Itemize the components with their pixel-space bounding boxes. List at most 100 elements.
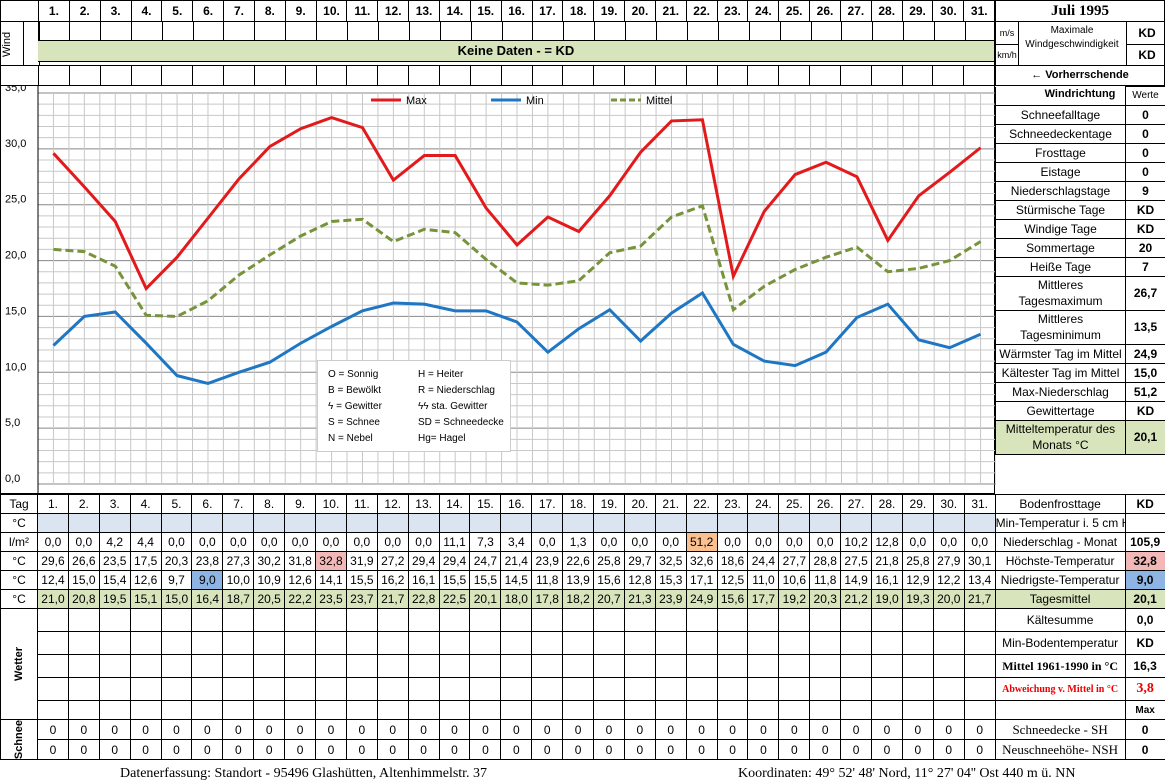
data-cell: 25,8: [593, 551, 625, 571]
snow-cell: 0: [469, 739, 502, 761]
stat-label: Gewittertage: [995, 400, 1126, 421]
data-cell: 12,6: [129, 570, 162, 590]
stat-value: KD: [1125, 199, 1165, 220]
stat-value: KD: [1125, 218, 1165, 239]
day-header: 14.: [438, 1, 470, 21]
bodenfrost-label: Bodenfrosttage: [994, 494, 1126, 514]
data-cell: 0,0: [284, 532, 317, 552]
snow-cell: 0: [747, 739, 780, 761]
day-header: 4.: [130, 1, 162, 21]
snow-cell: 0: [932, 739, 965, 761]
data-cell: 31,8: [284, 551, 317, 571]
weather-legend-item: B = Bewölkt: [328, 385, 382, 396]
data-cell: 14,5: [500, 570, 533, 590]
data-cell: 23,7: [345, 589, 378, 609]
snow-cell: 0: [840, 718, 873, 741]
weather-legend-item: SD = Schneedecke: [417, 417, 504, 428]
data-cell: 0,0: [747, 532, 780, 552]
data-cell: 23,9: [531, 551, 564, 571]
data-cell: 26,6: [67, 551, 100, 571]
day-header: 9.: [284, 1, 316, 21]
data-cell: 29,6: [37, 551, 69, 571]
snow-cell: 0: [345, 718, 378, 741]
stat-value: 0: [1125, 142, 1165, 163]
data-cell: [98, 513, 131, 533]
snow-cell: 0: [809, 718, 842, 741]
data-cell: 17,1: [685, 570, 718, 590]
data-cell: [376, 513, 409, 533]
data-cell: 20,5: [253, 589, 286, 609]
snow-cell: 0: [67, 718, 100, 741]
series-line-mittel: [53, 203, 982, 318]
day-header: 17.: [531, 1, 563, 21]
data-cell: [315, 513, 347, 533]
day-header: 11.: [345, 494, 378, 514]
data-cell: 16,1: [871, 570, 903, 590]
data-cell: 17,7: [747, 589, 780, 609]
data-cell: 15,5: [345, 570, 378, 590]
day-header: 21.: [654, 494, 687, 514]
data-cell: [593, 513, 625, 533]
day-header: 18.: [562, 1, 593, 21]
stat-label: Max-Niederschlag: [995, 381, 1126, 402]
wetter-side-value: 0,0: [1124, 608, 1165, 632]
data-cell: 15,0: [67, 570, 100, 590]
data-cell: [871, 513, 903, 533]
stat-label: Schneedeckentage: [995, 123, 1126, 144]
data-cell: 21,7: [376, 589, 409, 609]
data-cell: 10,2: [840, 532, 873, 552]
data-cell: [469, 513, 502, 533]
data-cell: 30,2: [253, 551, 286, 571]
data-cell: 9,0: [191, 570, 224, 590]
data-cell: 19,5: [98, 589, 131, 609]
data-cell: 12,8: [871, 532, 903, 552]
data-cell: [809, 513, 842, 533]
data-cell: 15,6: [593, 570, 625, 590]
day-header: 7.: [223, 1, 254, 21]
stat-value: 7: [1125, 256, 1165, 277]
day-header: 4.: [129, 494, 162, 514]
stat-label: Niederschlagstage: [995, 180, 1126, 201]
data-cell: 9,7: [160, 570, 193, 590]
stat-label: Mittleres Tagesmaximum: [995, 275, 1126, 311]
day-header: 28.: [871, 494, 903, 514]
day-header: 29.: [901, 1, 933, 21]
data-cell: 1,3: [562, 532, 595, 552]
no-data-banner: Keine Daten - = KD: [38, 40, 994, 62]
max-wind-box: m/s km/h Maximale Windgeschwindigkeit KD…: [995, 22, 1165, 66]
chart-area: 0,0 5,0 10,0 15,0 20,0 25,0 30,0 35,0 Max Min Mitt…: [0, 86, 996, 494]
data-cell: 10,0: [222, 570, 255, 590]
series-line-max: [52, 115, 982, 292]
day-header: 8.: [253, 494, 286, 514]
wind-label: Wind: [1, 31, 13, 57]
schnee-label: Schnee: [0, 718, 38, 761]
wetter-side-label: Abweichung v. Mittel in °C: [994, 677, 1126, 701]
data-cell: 12,6: [284, 570, 317, 590]
snow-cell: 0: [253, 718, 286, 741]
stat-value: KD: [1125, 400, 1165, 421]
stat-label: Frosttage: [995, 142, 1126, 163]
wetter-side-label: Mittel 1961-1990 in °C: [994, 654, 1126, 678]
data-cell: 15,5: [469, 570, 502, 590]
snow-cell: 0: [747, 718, 780, 741]
snow-cell: 0: [315, 718, 347, 741]
day-header: 21.: [654, 1, 686, 21]
data-cell: 0,0: [222, 532, 255, 552]
data-cell: 29,7: [623, 551, 656, 571]
day-header: 22.: [685, 1, 717, 21]
data-cell: 0,0: [407, 532, 440, 552]
data-cell: 15,3: [654, 570, 687, 590]
data-cell: 15,6: [716, 589, 749, 609]
data-cell: [129, 513, 162, 533]
row-value: [1124, 513, 1165, 533]
stat-value: 0: [1125, 104, 1165, 125]
footer-coordinates: Koordinaten: 49° 52' 48' Nord, 11° 27' 0…: [738, 766, 1076, 781]
max-wind-kmh: KD: [1126, 44, 1165, 66]
stat-label: Eistage: [995, 161, 1126, 182]
data-cell: [191, 513, 224, 533]
stat-label: Sommertage: [995, 237, 1126, 258]
data-cell: 0,0: [531, 532, 564, 552]
data-cell: [623, 513, 656, 533]
unit-kmh: km/h: [996, 44, 1019, 66]
snow-cell: 0: [469, 718, 502, 741]
